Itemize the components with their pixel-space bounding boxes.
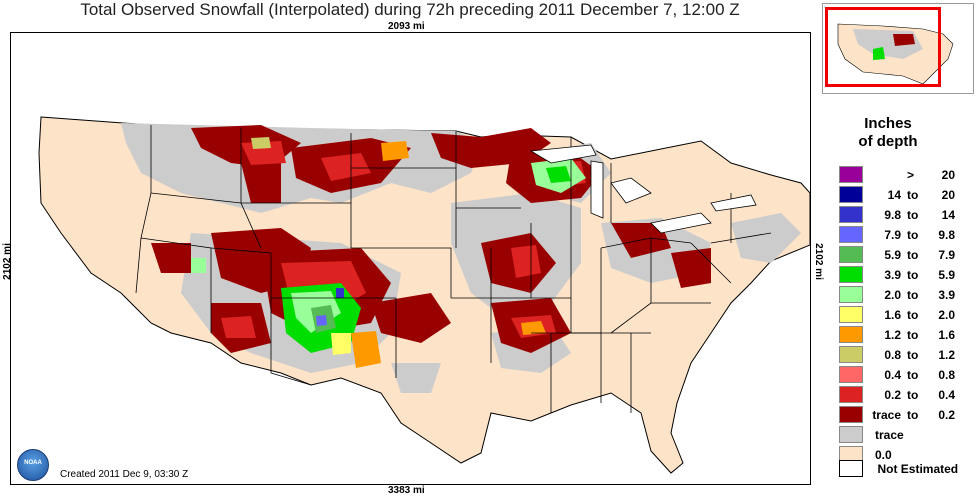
legend-swatch <box>839 266 863 283</box>
legend-lo: 14 <box>887 188 901 202</box>
map-title: Total Observed Snowfall (Interpolated) d… <box>80 0 740 19</box>
legend-title: Inches of depth <box>838 115 938 151</box>
legend-hi: 3.9 <box>938 288 955 302</box>
legend-swatch <box>839 226 863 243</box>
legend-swatch <box>839 186 863 203</box>
right-distance-label: 2102 mi <box>812 243 824 280</box>
legend-swatch <box>839 386 863 403</box>
legend-swatch <box>839 366 863 383</box>
legend-swatch <box>839 166 863 183</box>
legend-lo: 5.9 <box>884 248 901 262</box>
legend-hi: 1.6 <box>938 328 955 342</box>
legend-swatch <box>839 206 863 223</box>
legend-hi: 0.4 <box>938 388 955 402</box>
legend-to: to <box>907 388 919 402</box>
legend-swatch <box>839 406 863 423</box>
not-estimated-swatch <box>839 460 863 478</box>
created-timestamp: Created 2011 Dec 9, 03:30 Z <box>60 469 189 480</box>
heavy-snow-areas <box>191 137 586 368</box>
legend-lo: 3.9 <box>884 268 901 282</box>
legend-hi: 14 <box>941 208 955 222</box>
noaa-logo-text: NOAA <box>24 460 42 466</box>
legend-lo: 9.8 <box>884 208 901 222</box>
legend-label: 0.0 <box>875 448 892 462</box>
legend-swatch <box>839 286 863 303</box>
snowfall-map-svg <box>11 33 810 484</box>
inset-view-box <box>825 7 941 87</box>
legend-hi: 20 <box>941 168 955 182</box>
legend-hi: 5.9 <box>938 268 955 282</box>
state-boundaries <box>135 125 772 413</box>
legend-to: to <box>907 248 919 262</box>
legend-hi: 0.8 <box>938 368 955 382</box>
legend-hi: 0.2 <box>938 408 955 422</box>
legend-hi: 1.2 <box>938 348 955 362</box>
legend-to: > <box>907 168 915 182</box>
legend-hi: 9.8 <box>938 228 955 242</box>
legend-hi: 2.0 <box>938 308 955 322</box>
bottom-distance-label: 3383 mi <box>388 485 425 496</box>
legend-swatch <box>839 326 863 343</box>
legend-to: to <box>907 228 919 242</box>
great-lakes <box>529 144 757 234</box>
legend-lo: trace <box>872 408 901 422</box>
legend-hi: 7.9 <box>938 248 955 262</box>
legend-label: trace <box>875 428 904 442</box>
legend-to: to <box>907 368 919 382</box>
legend-to: to <box>907 348 919 362</box>
not-estimated-key: Not Estimated <box>839 460 958 478</box>
legend-lo: 2.0 <box>884 288 901 302</box>
legend-swatch <box>839 346 863 363</box>
legend-to: to <box>907 288 919 302</box>
legend-to: to <box>907 408 919 422</box>
legend-swatch <box>839 306 863 323</box>
legend-lo: 0.8 <box>884 348 901 362</box>
legend-swatch <box>839 426 863 443</box>
legend-lo: 0.2 <box>884 388 901 402</box>
legend-hi: 20 <box>941 188 955 202</box>
snowfall-map[interactable] <box>10 32 811 485</box>
legend-title-line1: Inches <box>864 115 912 132</box>
legend-swatch <box>839 246 863 263</box>
legend-to: to <box>907 328 919 342</box>
legend-lo: 7.9 <box>884 228 901 242</box>
noaa-logo: NOAA <box>17 449 49 481</box>
inset-trace-to-0.2-area <box>893 34 915 46</box>
legend-to: to <box>907 188 919 202</box>
legend-lo: 0.4 <box>884 368 901 382</box>
legend-to: to <box>907 208 919 222</box>
legend-lo: 1.6 <box>884 308 901 322</box>
overview-inset-map[interactable] <box>822 3 974 94</box>
inset-snow-area <box>873 47 885 60</box>
legend-to: to <box>907 308 919 322</box>
legend-title-line2: of depth <box>858 133 918 150</box>
not-estimated-label: Not Estimated <box>877 461 959 476</box>
legend-lo: 1.2 <box>884 328 901 342</box>
top-distance-label: 2093 mi <box>388 21 425 32</box>
legend-to: to <box>907 268 919 282</box>
overview-inset-svg <box>837 23 954 85</box>
